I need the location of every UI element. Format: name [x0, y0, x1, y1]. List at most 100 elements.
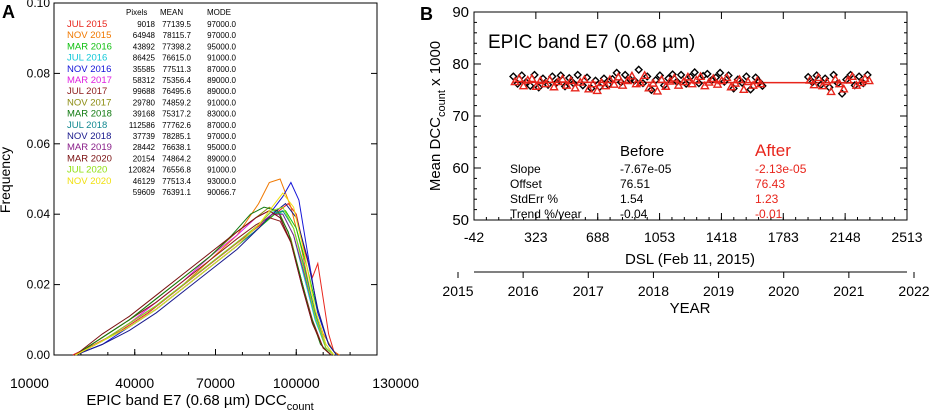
stats-before-header: Before — [620, 143, 664, 160]
data-point-before — [513, 79, 522, 89]
legend-mode: 93000.0 — [207, 177, 236, 186]
panel-a-legend-table: Pixels MEAN MODE JUL 2015 9018 77139.5 9700… — [67, 8, 237, 197]
data-point-after — [683, 71, 693, 81]
legend-mode: 83000.0 — [207, 110, 236, 119]
data-point-after — [847, 71, 858, 81]
panel-a-y-tick-label: 0.06 — [27, 137, 51, 151]
data-point-after — [518, 80, 529, 90]
stats-before-value: 76.51 — [620, 177, 650, 191]
legend-mode: 95000.0 — [207, 42, 236, 51]
panel-b-y-axis-label-main: Mean DCC — [427, 117, 444, 191]
data-point-after — [822, 76, 832, 86]
legend-mode: 91000.0 — [207, 98, 236, 107]
panel-b-y-axis-label-sub: count — [436, 90, 448, 117]
panel-b-x-tick-label: -42 — [464, 229, 484, 245]
legend-series-name: NOV 2018 — [67, 131, 111, 142]
data-point-after — [743, 76, 753, 86]
legend-pixels: 64948 — [133, 31, 156, 40]
legend-series-name: JUL 2015 — [67, 19, 107, 30]
data-point-before — [690, 68, 699, 77]
data-point-after — [570, 82, 580, 92]
legend-pixels: 35585 — [133, 65, 156, 74]
panel-a-x-tick-label: 100000 — [273, 375, 320, 391]
data-point-after — [514, 73, 525, 83]
legend-mean: 77762.6 — [162, 121, 191, 130]
legend-mean: 75317.2 — [162, 110, 191, 119]
panel-b-year-tick-label: 2018 — [638, 283, 669, 299]
legend-mean: 77398.2 — [162, 42, 191, 51]
panel-b-axes: 50 60 70 80 90 -42 323 688 1053 1418 1783 2148 2513 2… — [442, 4, 929, 299]
legend-series-name: MAR 2017 — [67, 75, 112, 86]
data-point-after — [544, 74, 555, 84]
stats-row-label: Trend %/year — [510, 207, 582, 221]
data-point-after — [609, 79, 619, 88]
panel-a-x-axis-label-main: EPIC band E7 (0.68 µm) DCC — [86, 392, 287, 409]
legend-pixels: 58312 — [133, 76, 156, 85]
legend-series-name: NOV 2015 — [67, 30, 111, 41]
legend-series-name: JUL 2016 — [67, 53, 107, 64]
data-point-after — [592, 85, 602, 95]
data-point-after — [805, 75, 815, 84]
histogram-line — [75, 202, 337, 356]
legend-mode: 89000.0 — [207, 87, 236, 96]
data-point-after — [661, 81, 671, 90]
panel-a-y-tick-label: 0.08 — [27, 66, 51, 80]
data-point-before — [854, 72, 864, 81]
panel-a-letter: A — [2, 2, 15, 22]
data-point-after — [830, 74, 841, 83]
legend-summary-pixels: 59609 — [133, 188, 156, 197]
legend-summary-mode: 90066.7 — [207, 188, 236, 197]
legend-series-name: JUL 2018 — [67, 120, 107, 131]
data-point-before — [681, 79, 691, 89]
legend-pixels: 39168 — [133, 110, 156, 119]
stats-row-label: StdErr % — [510, 192, 558, 206]
legend-mode: 89000.0 — [207, 154, 236, 163]
data-point-before — [703, 69, 712, 79]
legend-mode: 87000.0 — [207, 121, 236, 130]
legend-series-name: JUL 2020 — [67, 165, 107, 176]
panel-b-year-tick-label: 2020 — [768, 283, 799, 299]
stats-after-value: -0.01 — [755, 207, 783, 221]
data-point-before — [737, 78, 747, 88]
data-point-after — [588, 78, 598, 88]
data-point-after — [708, 73, 719, 83]
legend-mean: 78115.7 — [163, 31, 192, 40]
data-point-after — [656, 74, 667, 84]
data-point-after — [627, 70, 637, 80]
data-point-after — [617, 80, 628, 89]
panel-b-stats-table: Before After Slope -7.67e-05 -2.13e-05 Offs… — [510, 141, 807, 221]
data-point-before — [573, 70, 583, 80]
panel-a-x-tick-label: 10000 — [10, 375, 49, 391]
panel-b-year-tick-label: 2016 — [508, 283, 539, 299]
data-point-after — [864, 75, 874, 85]
panel-b-letter: B — [420, 4, 433, 24]
panel-b-plot-frame — [473, 11, 908, 221]
panel-b-x-axis-label: DSL (Feb 11, 2015) — [625, 251, 755, 268]
data-point-before — [694, 78, 704, 88]
data-point-before — [620, 70, 630, 80]
data-point-after — [639, 70, 650, 80]
legend-mean: 76638.1 — [162, 143, 191, 152]
panel-b-chart: EPIC band E7 (0.68 µm) Mean DCCcount x 1… — [427, 4, 930, 317]
legend-mean: 77139.5 — [162, 20, 191, 29]
data-point-before — [525, 81, 535, 91]
panel-b-year-axis-label: YEAR — [670, 300, 711, 317]
panel-b-year-tick-label: 2019 — [703, 283, 734, 299]
data-point-before — [534, 83, 544, 92]
panel-b-title: EPIC band E7 (0.68 µm) — [488, 32, 695, 53]
panel-b-y-tick-label: 90 — [452, 4, 469, 21]
panel-b-x-tick-label: 2148 — [830, 229, 861, 245]
data-point-before — [729, 84, 738, 93]
legend-mean: 74864.2 — [162, 154, 191, 163]
stats-row-label: Offset — [510, 177, 542, 191]
table-header-mode: MODE — [207, 8, 231, 17]
legend-mean: 76615.0 — [162, 54, 191, 63]
histogram-line — [75, 192, 335, 356]
legend-pixels: 28442 — [133, 143, 156, 152]
legend-mode: 89000.0 — [207, 76, 236, 85]
panel-a-y-tick-label: 0.02 — [27, 278, 51, 292]
data-point-after — [809, 79, 819, 89]
panel-b-y-tick-label: 50 — [452, 212, 469, 229]
data-point-after — [540, 78, 551, 88]
panel-b-year-tick-label: 2022 — [898, 283, 929, 299]
